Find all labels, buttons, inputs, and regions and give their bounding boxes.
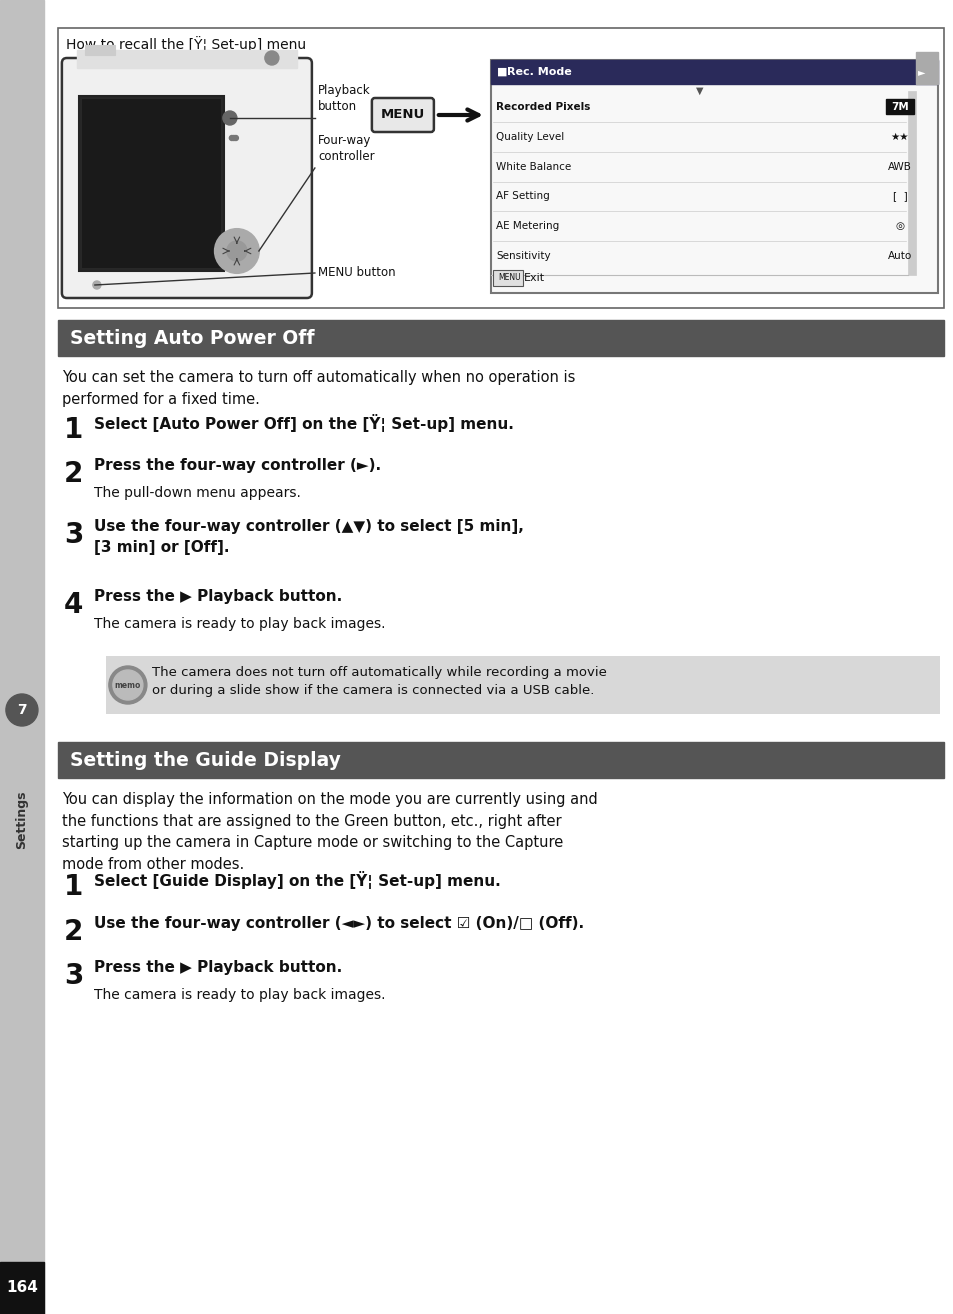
Text: 164: 164 — [6, 1281, 38, 1296]
Text: Use the four-way controller (▲▼) to select [5 min],
[3 min] or [Off].: Use the four-way controller (▲▼) to sele… — [93, 519, 523, 555]
Text: Select [Auto Power Off] on the [Ÿ¦ Set-up] menu.: Select [Auto Power Off] on the [Ÿ¦ Set-u… — [93, 414, 514, 432]
Circle shape — [214, 229, 258, 273]
Text: The camera is ready to play back images.: The camera is ready to play back images. — [93, 988, 385, 1003]
FancyBboxPatch shape — [493, 269, 522, 286]
Text: Press the ▶ Playback button.: Press the ▶ Playback button. — [93, 589, 342, 604]
Text: 2: 2 — [64, 918, 83, 946]
Text: Settings: Settings — [15, 791, 29, 849]
Text: 7: 7 — [17, 703, 27, 717]
Text: White Balance: White Balance — [496, 162, 571, 172]
Bar — [491, 60, 937, 84]
Text: 2: 2 — [64, 460, 83, 487]
Circle shape — [229, 135, 234, 141]
FancyBboxPatch shape — [62, 58, 312, 298]
Bar — [907, 91, 915, 275]
Text: Select [Guide Display] on the [Ÿ¦ Set-up] menu.: Select [Guide Display] on the [Ÿ¦ Set-up… — [93, 871, 500, 890]
Bar — [77, 50, 296, 68]
Text: [  ]: [ ] — [892, 192, 906, 201]
Bar — [0, 1261, 44, 1314]
Text: The pull-down menu appears.: The pull-down menu appears. — [93, 486, 300, 501]
Text: ▼: ▼ — [695, 85, 702, 96]
Text: Press the four-way controller (►).: Press the four-way controller (►). — [93, 459, 380, 473]
Text: You can display the information on the mode you are currently using and
the func: You can display the information on the m… — [62, 792, 597, 871]
Text: The camera is ready to play back images.: The camera is ready to play back images. — [93, 618, 385, 631]
Text: 1: 1 — [64, 872, 83, 901]
Circle shape — [223, 110, 236, 125]
Text: The camera does not turn off automatically while recording a movie
or during a s: The camera does not turn off automatical… — [152, 666, 606, 696]
Text: Quality Level: Quality Level — [496, 131, 563, 142]
Text: 4: 4 — [64, 591, 83, 619]
Circle shape — [232, 135, 236, 141]
Circle shape — [227, 240, 247, 261]
Text: Sensitivity: Sensitivity — [496, 251, 550, 261]
Text: Four-way
controller: Four-way controller — [317, 134, 375, 163]
Text: 1: 1 — [64, 417, 83, 444]
Text: You can set the camera to turn off automatically when no operation is
performed : You can set the camera to turn off autom… — [62, 371, 575, 406]
Text: Playback
button: Playback button — [317, 84, 370, 113]
Text: ★★: ★★ — [890, 131, 908, 142]
Circle shape — [112, 670, 143, 700]
Text: Rec. Mode: Rec. Mode — [506, 67, 571, 78]
Text: ◎: ◎ — [895, 221, 903, 231]
FancyBboxPatch shape — [372, 99, 434, 131]
Bar — [58, 28, 943, 307]
Text: ►: ► — [917, 67, 924, 78]
Text: ■: ■ — [497, 67, 507, 78]
Text: 7M: 7M — [890, 102, 908, 112]
Text: Setting Auto Power Off: Setting Auto Power Off — [70, 328, 314, 347]
Text: memo: memo — [114, 681, 141, 690]
Circle shape — [109, 666, 147, 704]
Bar — [82, 99, 221, 268]
Bar — [58, 321, 943, 356]
Circle shape — [233, 135, 238, 141]
Text: MENU: MENU — [380, 109, 425, 121]
Text: AWB: AWB — [887, 162, 911, 172]
Text: Setting the Guide Display: Setting the Guide Display — [70, 750, 340, 770]
Bar — [885, 100, 913, 114]
Bar — [0, 0, 44, 1314]
Text: Use the four-way controller (◄►) to select ☑ (On)/□ (Off).: Use the four-way controller (◄►) to sele… — [93, 916, 583, 932]
Circle shape — [265, 51, 278, 64]
Bar — [491, 60, 937, 293]
Text: 3: 3 — [64, 520, 83, 549]
Bar — [85, 45, 114, 55]
Text: How to recall the [Ÿ¦ Set-up] menu: How to recall the [Ÿ¦ Set-up] menu — [66, 35, 306, 53]
Text: MENU: MENU — [497, 273, 520, 283]
Bar — [79, 96, 224, 271]
Bar — [106, 656, 939, 714]
Text: AE Metering: AE Metering — [496, 221, 558, 231]
Text: Auto: Auto — [887, 251, 911, 261]
Bar — [58, 742, 943, 778]
Text: MENU button: MENU button — [317, 267, 395, 280]
Text: AF Setting: AF Setting — [496, 192, 549, 201]
Text: Recorded Pixels: Recorded Pixels — [496, 102, 590, 112]
Text: 3: 3 — [64, 962, 83, 989]
Circle shape — [92, 281, 101, 289]
Bar — [915, 53, 937, 84]
Circle shape — [6, 694, 38, 727]
Text: Press the ▶ Playback button.: Press the ▶ Playback button. — [93, 961, 342, 975]
Text: Exit: Exit — [523, 273, 544, 283]
